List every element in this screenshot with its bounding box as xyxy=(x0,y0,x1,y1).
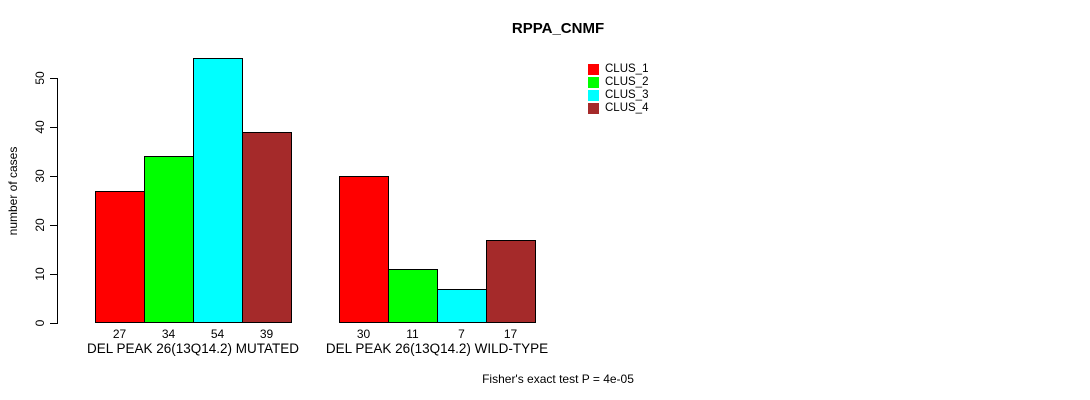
clus_1-swatch-icon xyxy=(588,64,599,75)
y-tick-label-50: 50 xyxy=(33,71,47,85)
y-tick-label-30: 30 xyxy=(33,169,47,183)
y-tick-20 xyxy=(50,224,58,226)
group-label-2: DEL PEAK 26(13Q14.2) WILD-TYPE xyxy=(325,341,549,356)
stat-annotation: Fisher's exact test P = 4e-05 xyxy=(482,372,634,386)
legend-item-clus_1: CLUS_1 xyxy=(588,63,648,76)
y-tick-label-20: 20 xyxy=(33,218,47,232)
y-tick-40 xyxy=(50,126,58,128)
y-tick-10 xyxy=(50,273,58,275)
bar-value-label: 34 xyxy=(161,327,176,341)
bar-clus_3-group2 xyxy=(437,288,487,323)
bar-value-label: 30 xyxy=(356,327,371,341)
bar-value-label: 17 xyxy=(503,327,518,341)
bar-value-label: 54 xyxy=(210,327,225,341)
bar-clus_4-group2 xyxy=(486,239,536,323)
legend-label-clus_4: CLUS_4 xyxy=(605,102,649,114)
bar-clus_1-group1 xyxy=(95,190,145,323)
y-axis-line xyxy=(57,78,58,324)
y-axis-title: number of cases xyxy=(6,146,20,236)
y-tick-0 xyxy=(50,322,58,324)
bar-clus_1-group2 xyxy=(339,176,389,323)
y-tick-label-0: 0 xyxy=(33,319,47,327)
bar-clus_3-group1 xyxy=(193,58,243,323)
clus_2-swatch-icon xyxy=(588,77,599,88)
y-tick-30 xyxy=(50,175,58,177)
y-tick-label-10: 10 xyxy=(33,267,47,281)
legend-label-clus_3: CLUS_3 xyxy=(605,89,649,101)
clus_3-swatch-icon xyxy=(588,90,599,101)
legend-item-clus_3: CLUS_3 xyxy=(588,89,648,102)
bar-clus_2-group2 xyxy=(388,269,438,323)
bar-value-label: 39 xyxy=(259,327,274,341)
chart-title: RPPA_CNMF xyxy=(511,20,605,37)
clus_4-swatch-icon xyxy=(588,103,599,114)
bar-clus_2-group1 xyxy=(144,156,194,323)
legend: CLUS_1 CLUS_2 CLUS_3 CLUS_4 xyxy=(588,63,648,115)
y-tick-50 xyxy=(50,77,58,79)
bar-clus_4-group1 xyxy=(242,131,292,323)
bar-value-label: 11 xyxy=(406,327,419,341)
legend-label-clus_1: CLUS_1 xyxy=(605,63,649,75)
legend-label-clus_2: CLUS_2 xyxy=(605,76,649,88)
legend-item-clus_4: CLUS_4 xyxy=(588,102,648,115)
group-label-1: DEL PEAK 26(13Q14.2) MUTATED xyxy=(86,341,300,356)
y-tick-label-40: 40 xyxy=(33,120,47,134)
bar-value-label: 27 xyxy=(112,327,127,341)
bar-value-label: 7 xyxy=(458,327,465,341)
legend-item-clus_2: CLUS_2 xyxy=(588,76,648,89)
